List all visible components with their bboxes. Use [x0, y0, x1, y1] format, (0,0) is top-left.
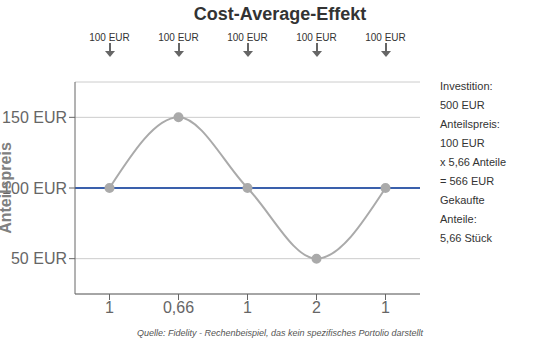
svg-text:50 EUR: 50 EUR — [11, 250, 67, 267]
html-text:500 EUR: 500 EUR — [440, 99, 485, 111]
html-text:x 5,66 Anteile: x 5,66 Anteile — [440, 156, 507, 168]
svg-text:1: 1 — [243, 299, 252, 316]
html-text:5,66 Stück: 5,66 Stück — [440, 232, 492, 244]
svg-text:1: 1 — [381, 299, 390, 316]
html-text:100 EUR: 100 EUR — [89, 32, 130, 43]
html-text:= 566 EUR: = 566 EUR — [440, 175, 495, 187]
html-text:100 EUR: 100 EUR — [440, 137, 485, 149]
html-text:100 EUR: 100 EUR — [296, 32, 337, 43]
html-text:100 EUR: 100 EUR — [158, 32, 199, 43]
svg-text:150 EUR: 150 EUR — [8, 109, 67, 126]
svg-text:100 EUR: 100 EUR — [8, 180, 67, 197]
html-text:Cost-Average-Effekt: Cost-Average-Effekt — [193, 4, 367, 24]
html-text:100 EUR: 100 EUR — [365, 32, 406, 43]
html-text:100 EUR: 100 EUR — [227, 32, 268, 43]
svg-text:Anteilspreis: Anteilspreis — [8, 142, 14, 234]
html-text:Anteilspreis:: Anteilspreis: — [440, 118, 500, 130]
html-text:Anteile:: Anteile: — [440, 213, 477, 225]
svg-text:2: 2 — [312, 299, 321, 316]
svg-text:1: 1 — [105, 299, 114, 316]
html-text:Quelle: Fidelity - Rechenbeisp: Quelle: Fidelity - Rechenbeispiel, das k… — [136, 328, 424, 338]
html-text:Gekaufte: Gekaufte — [440, 194, 485, 206]
svg-text:0,66: 0,66 — [163, 299, 194, 316]
html-text:Investition:: Investition: — [440, 80, 493, 92]
